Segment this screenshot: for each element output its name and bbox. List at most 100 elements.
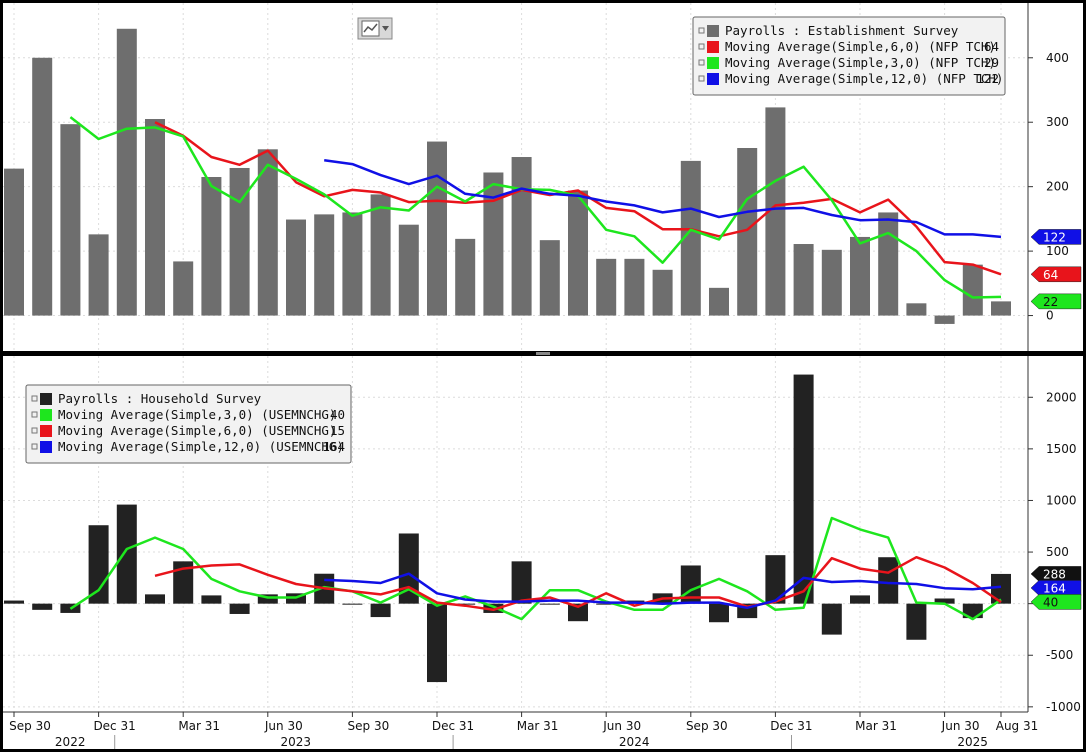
y-tick-label: -500 (1046, 648, 1073, 662)
bar (934, 598, 955, 604)
value-flag-label: 22 (1043, 295, 1058, 309)
bar (88, 525, 109, 604)
x-tick-label: Mar 31 (855, 719, 897, 733)
bar (483, 603, 504, 613)
y-tick-label: 1500 (1046, 442, 1077, 456)
x-year-label: 2023 (281, 735, 312, 749)
x-tick-label: Mar 31 (517, 719, 559, 733)
legend-last-value: 29 (984, 55, 999, 70)
value-flag (1030, 293, 1082, 310)
x-tick-label: Jun 30 (264, 719, 303, 733)
bar (314, 214, 335, 316)
value-flag (1030, 566, 1082, 582)
y-tick-label: 200 (1046, 180, 1069, 194)
legend-last-value: 64 (984, 39, 999, 54)
bar (511, 561, 532, 604)
bar (4, 600, 24, 604)
bar (680, 160, 701, 316)
bar (878, 557, 899, 604)
chevron-down-icon[interactable] (382, 26, 389, 31)
bar (455, 238, 476, 316)
bar (257, 149, 278, 316)
x-tick-label: Dec 31 (93, 719, 135, 733)
legend-last-value: 164 (322, 439, 345, 454)
legend-last-value: 122 (976, 71, 999, 86)
bar (88, 234, 109, 316)
bar (455, 603, 476, 605)
series-line (154, 121, 1002, 276)
bar (370, 603, 391, 618)
legend-swatch (40, 425, 52, 437)
bar (173, 561, 194, 604)
bar (991, 301, 1011, 316)
bar (821, 249, 842, 316)
x-tick-label: Jun 30 (941, 719, 980, 733)
legend-collapse-icon[interactable] (698, 27, 705, 34)
bar (145, 594, 165, 604)
x-tick-label: Sep 30 (9, 719, 51, 733)
chart-type-toolbar[interactable] (357, 17, 393, 40)
bar (483, 172, 504, 316)
legend-swatch (40, 409, 52, 421)
x-tick-label: Dec 31 (770, 719, 812, 733)
y-tick-label: 500 (1046, 545, 1069, 559)
line-layer (69, 116, 1002, 621)
legend-collapse-icon[interactable] (31, 395, 38, 402)
bar (850, 236, 870, 316)
y-tick-label: 2000 (1046, 390, 1077, 404)
bar (568, 603, 588, 622)
legend-swatch (707, 41, 719, 53)
bar (229, 167, 250, 316)
bar (398, 533, 419, 604)
bar (765, 555, 786, 604)
y-tick-label: 400 (1046, 51, 1069, 65)
bar (60, 124, 81, 316)
legend-collapse-icon[interactable] (698, 75, 705, 82)
value-flag-label: 122 (1043, 230, 1066, 244)
bar (934, 315, 955, 324)
legend-label: Payrolls : Household Survey (58, 391, 262, 406)
bar (906, 603, 927, 640)
value-flag (1030, 266, 1082, 283)
bar (342, 603, 363, 605)
series-line (69, 116, 1002, 299)
legend-collapse-icon[interactable] (698, 59, 705, 66)
legend-box (25, 384, 352, 464)
value-flag-label: 64 (1043, 268, 1058, 282)
legend-label: Moving Average(Simple,3,0) (USEMNCHG) (58, 407, 336, 422)
bar (737, 148, 758, 316)
legend-label: Moving Average(Simple,3,0) (NFP TCH) (725, 55, 996, 70)
series-line (154, 555, 1002, 612)
bar (850, 595, 870, 604)
bar (539, 603, 560, 605)
bar (229, 603, 250, 614)
bar (539, 240, 560, 316)
bar (398, 224, 419, 316)
x-year-label: 2022 (55, 735, 86, 749)
y-tick-label: 300 (1046, 115, 1069, 129)
legend-label: Moving Average(Simple,6,0) (NFP TCH) (725, 39, 996, 54)
series-line (324, 572, 1002, 610)
panel-splitter-handle[interactable] (536, 352, 550, 355)
bar (906, 303, 927, 316)
bar (793, 244, 814, 316)
legend-collapse-icon[interactable] (31, 411, 38, 418)
legend-box (692, 16, 1006, 96)
axis-layer: 01002003004001226422-1000-50005001000150… (3, 3, 1082, 749)
bar (427, 141, 447, 316)
x-tick-label: Dec 31 (432, 719, 474, 733)
legend-collapse-icon[interactable] (698, 43, 705, 50)
line-chart-icon-stroke (363, 23, 378, 33)
bar (709, 603, 729, 623)
bar (596, 603, 617, 605)
bar (342, 212, 363, 316)
y-tick-label: -1000 (1046, 700, 1081, 714)
value-flag (1030, 580, 1082, 596)
legend-label: Moving Average(Simple,6,0) (USEMNCHG) (58, 423, 336, 438)
bar (116, 28, 137, 316)
bar (962, 264, 983, 316)
legend-collapse-icon[interactable] (31, 427, 38, 434)
legend-collapse-icon[interactable] (31, 443, 38, 450)
x-tick-label: Jun 30 (602, 719, 641, 733)
